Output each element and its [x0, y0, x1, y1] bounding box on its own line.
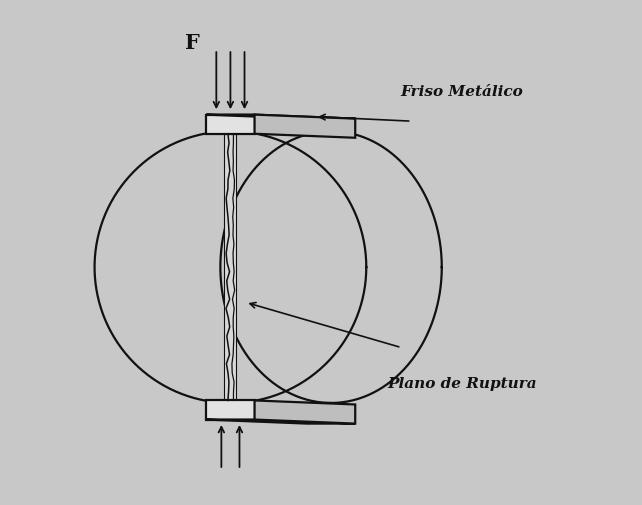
Polygon shape — [255, 400, 355, 424]
Polygon shape — [206, 400, 255, 420]
Polygon shape — [255, 115, 355, 138]
Polygon shape — [206, 420, 355, 424]
Text: Plano de Ruptura: Plano de Ruptura — [387, 376, 537, 390]
Polygon shape — [225, 134, 236, 400]
Polygon shape — [206, 115, 355, 119]
Polygon shape — [206, 115, 255, 134]
Text: Friso Metálico: Friso Metálico — [401, 85, 523, 99]
Text: F: F — [186, 33, 200, 53]
